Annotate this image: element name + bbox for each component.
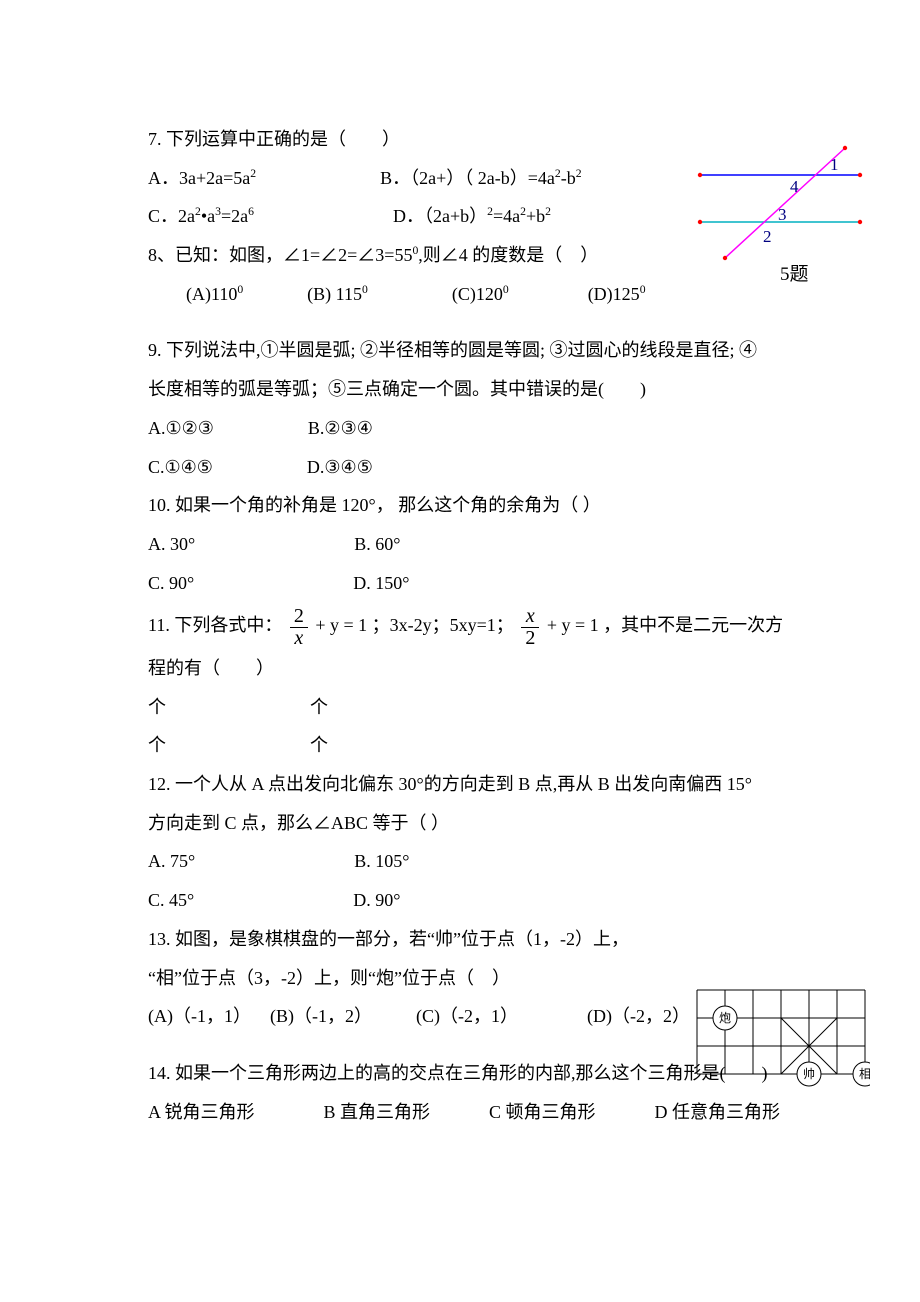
q10-b: B. 60° xyxy=(354,534,400,554)
q14-stem: 14. 如果一个三角形两边上的高的交点在三角形的内部,那么这个三角形是( ) xyxy=(148,1054,790,1093)
piece-xiang: 相 xyxy=(859,1067,870,1081)
angle-3-label: 3 xyxy=(778,205,787,224)
piece-pao: 炮 xyxy=(719,1011,731,1025)
q11-line2: 程的有（ ） xyxy=(148,649,790,688)
piece-shuai: 帅 xyxy=(803,1067,815,1081)
q14-d: D 任意角三角形 xyxy=(655,1102,781,1122)
q12-c: C. 45° xyxy=(148,890,194,910)
q7-row2: C．2a2•a3=2a6 D．（2a+b）2=4a2+b2 xyxy=(148,197,790,236)
angle-1-label: 1 xyxy=(830,155,839,174)
q11-ge2: 个 xyxy=(310,697,328,717)
q8-stem: 8、已知：如图，∠1=∠2=∠3=550,则∠4 的度数是（ ） xyxy=(148,236,790,275)
q7-row1: A．3a+2a=5a2 B．（2a+）（ 2a-b）=4a2-b2 xyxy=(148,159,790,198)
q13-d: (D)（-2，2） xyxy=(587,1006,690,1026)
q9-d: D.③④⑤ xyxy=(307,457,373,477)
q13-options: (A)（-1，1） (B)（-1，2） (C)（-2，1） (D)（-2，2） xyxy=(148,997,790,1036)
q12-b: B. 105° xyxy=(354,851,409,871)
q7-d: D．（2a+b）2=4a2+b2 xyxy=(393,206,551,226)
q9-row2: C.①④⑤ D.③④⑤ xyxy=(148,448,790,487)
q12-line1: 12. 一个人从 A 点出发向北偏东 30°的方向走到 B 点,再从 B 出发向… xyxy=(148,765,790,804)
q12-a: A. 75° xyxy=(148,851,195,871)
q12-line2: 方向走到 C 点，那么∠ABC 等于（ ） xyxy=(148,804,790,843)
q12-d: D. 90° xyxy=(353,890,400,910)
q7-a: A．3a+2a=5a2 xyxy=(148,168,256,188)
q8-b: (B) 1150 xyxy=(307,284,368,304)
chess-figure: 炮 帅 相 xyxy=(695,985,870,1095)
q8-c: (C)1200 xyxy=(452,284,509,304)
q13-line2: “相”位于点（3，-2）上，则“炮”位于点（ ） xyxy=(148,959,790,998)
q10-c: C. 90° xyxy=(148,573,194,593)
q13-line1: 13. 如图，是象棋棋盘的一部分，若“帅”位于点（1，-2）上， xyxy=(148,920,790,959)
q9-a: A.①②③ xyxy=(148,418,214,438)
q9-c: C.①④⑤ xyxy=(148,457,213,477)
q10-stem: 10. 如果一个角的补角是 120°， 那么这个角的余角为（ ） xyxy=(148,486,790,525)
q13-b: (B)（-1，2） xyxy=(270,1006,372,1026)
q9-row1: A.①②③ B.②③④ xyxy=(148,409,790,448)
q7-c: C．2a2•a3=2a6 xyxy=(148,206,254,226)
q13-a: (A)（-1，1） xyxy=(148,1006,251,1026)
q12-row1: A. 75° B. 105° xyxy=(148,842,790,881)
q9-b: B.②③④ xyxy=(308,418,373,438)
q14-a: A 锐角三角形 xyxy=(148,1102,255,1122)
q9-line2: 长度相等的弧是等弧；⑤三点确定一个圆。其中错误的是( ) xyxy=(148,370,790,409)
angles-figure: 1 2 3 4 5题 xyxy=(695,140,865,290)
q14-b: B 直角三角形 xyxy=(324,1102,431,1122)
figure-caption: 5题 xyxy=(780,264,809,285)
angle-2-label: 2 xyxy=(763,227,772,246)
q8-a: (A)1100 xyxy=(186,284,243,304)
q14-c: C 顿角三角形 xyxy=(489,1102,596,1122)
q7-b: B．（2a+）（ 2a-b）=4a2-b2 xyxy=(380,168,581,188)
q9-line1: 9. 下列说法中,①半圆是弧; ②半径相等的圆是等圆; ③过圆心的线段是直径; … xyxy=(148,331,790,370)
q10-a: A. 30° xyxy=(148,534,195,554)
q11-stem: 11. 下列各式中： 2x + y = 1 ；3x-2y；5xy=1； x2 +… xyxy=(148,602,790,649)
q11-ge3: 个 xyxy=(148,735,166,755)
q8-d: (D)1250 xyxy=(588,284,646,304)
q12-row2: C. 45° D. 90° xyxy=(148,881,790,920)
q13-c: (C)（-2，1） xyxy=(416,1006,518,1026)
q11-ge4: 个 xyxy=(310,735,328,755)
q7-stem: 7. 下列运算中正确的是（ ） xyxy=(148,120,790,159)
q11-row1: 个 个 xyxy=(148,688,790,727)
q10-d: D. 150° xyxy=(353,573,409,593)
q14-options: A 锐角三角形 B 直角三角形 C 顿角三角形 D 任意角三角形 xyxy=(148,1093,790,1132)
angle-4-label: 4 xyxy=(790,177,799,196)
q10-row2: C. 90° D. 150° xyxy=(148,564,790,603)
q11-row2: 个 个 xyxy=(148,726,790,765)
q11-ge1: 个 xyxy=(148,697,166,717)
q10-row1: A. 30° B. 60° xyxy=(148,525,790,564)
